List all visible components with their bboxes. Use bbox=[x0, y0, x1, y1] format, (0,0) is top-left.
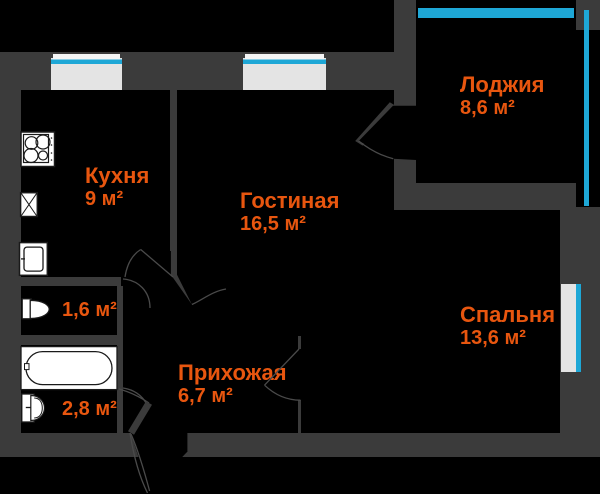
svg-text:1,6 м²: 1,6 м² bbox=[62, 299, 117, 321]
svg-text:Гостиная: Гостиная bbox=[240, 188, 339, 213]
svg-text:Спальня: Спальня bbox=[460, 302, 555, 327]
svg-text:13,6 м²: 13,6 м² bbox=[460, 327, 526, 349]
svg-text:6,7 м²: 6,7 м² bbox=[178, 385, 233, 407]
svg-text:16,5 м²: 16,5 м² bbox=[240, 213, 306, 235]
svg-text:Лоджия: Лоджия bbox=[460, 72, 545, 97]
svg-text:2,8 м²: 2,8 м² bbox=[62, 398, 117, 420]
svg-text:Кухня: Кухня bbox=[85, 163, 149, 188]
svg-text:8,6 м²: 8,6 м² bbox=[460, 97, 515, 119]
svg-text:9 м²: 9 м² bbox=[85, 188, 123, 210]
svg-text:Прихожая: Прихожая bbox=[178, 360, 287, 385]
